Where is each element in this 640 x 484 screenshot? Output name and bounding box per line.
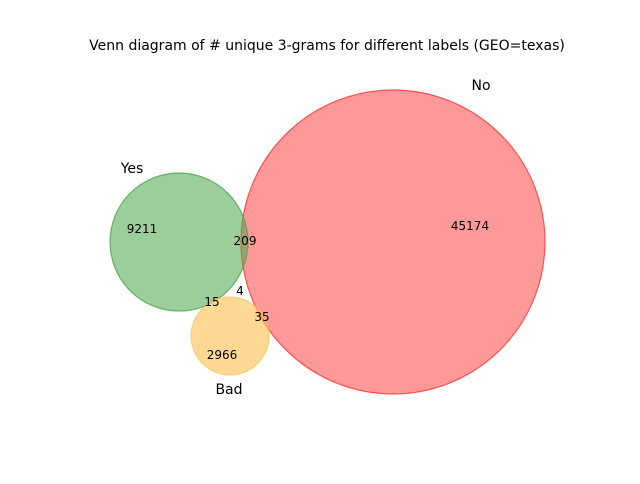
region-yes-no: 209: [234, 234, 257, 248]
set-bad-label: Bad: [215, 382, 242, 398]
set-no-label: No: [471, 78, 490, 94]
set-yes-label: Yes: [120, 161, 144, 177]
diagram-title: Venn diagram of # unique 3-grams for dif…: [89, 38, 565, 54]
region-yes-bad: 15: [204, 295, 219, 309]
region-yes-only: 9211: [127, 222, 158, 236]
set-no-circle: [240, 89, 546, 395]
set-yes-circle: [109, 172, 249, 312]
region-bad-only: 2966: [207, 348, 238, 362]
region-no-only: 45174: [451, 219, 489, 233]
region-no-bad: 35: [254, 310, 269, 324]
set-bad-circle: [190, 296, 270, 376]
region-yes-no-bad: 4: [236, 284, 244, 298]
